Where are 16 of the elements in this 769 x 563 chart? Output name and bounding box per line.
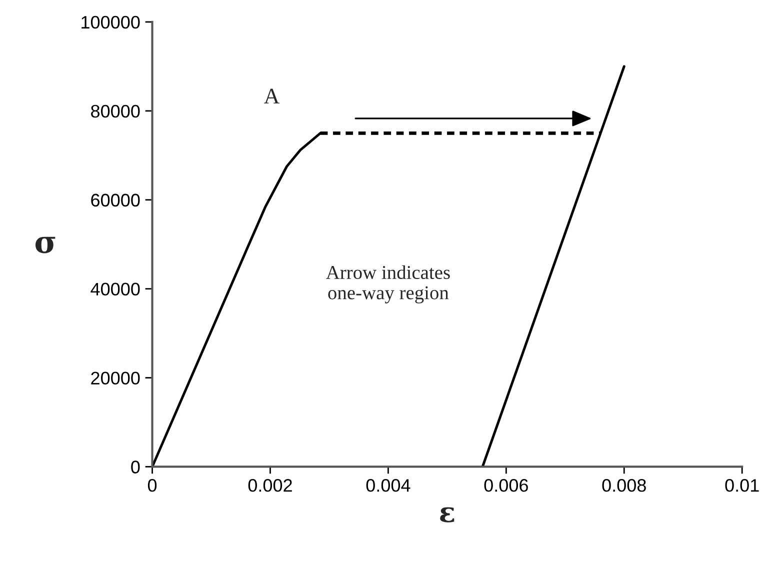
y-tick-label: 100000 (82, 16, 140, 29)
y-tick-label: 20000 (91, 372, 140, 384)
y-tick-label: 80000 (91, 104, 140, 118)
x-tick-label: 0.006 (484, 479, 528, 492)
x-tick-label: 0.01 (725, 479, 759, 492)
y-tick-label: 40000 (90, 282, 140, 296)
x-tick-label: 0.002 (248, 479, 292, 492)
annotation: Arrow indicates one-way region (326, 265, 450, 304)
x-tick-label: 0.004 (366, 479, 410, 492)
y-tick-label: 60000 (91, 194, 140, 207)
x-tick-label: 0.008 (602, 479, 646, 492)
y-tick-label: 0 (131, 460, 140, 474)
y-axis-title: σ (35, 236, 56, 254)
x-tick-label: 0 (148, 479, 157, 492)
annotation: A (264, 88, 280, 104)
x-axis-title: ε (440, 507, 454, 522)
